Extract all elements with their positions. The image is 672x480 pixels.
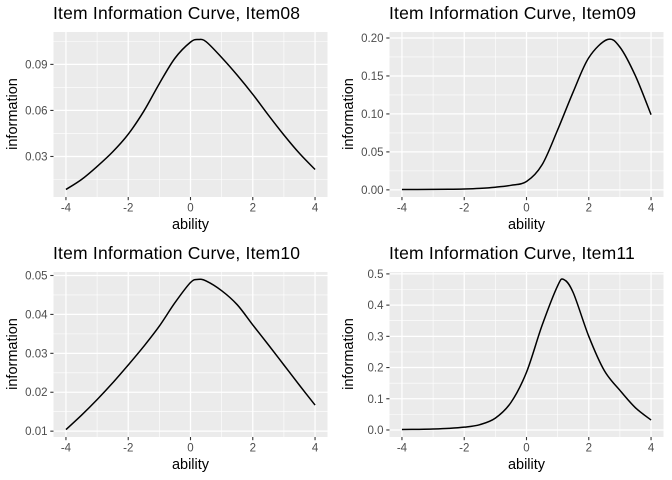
x-tick-label: -2 [459,443,469,455]
y-tick-label: 0.1 [368,394,384,406]
x-tick-label: 2 [586,443,592,455]
x-tick-label: -2 [459,203,469,215]
y-tick-label: 0.0 [368,425,384,437]
x-axis-label: ability [171,457,210,473]
plot-canvas-item10: -4 -2 0 2 4 0.01 0.02 0.03 0.04 0.05 [25,271,328,455]
x-tick-label: 4 [312,443,319,455]
y-tick-label: 0.20 [361,33,383,45]
plot-item09: -4 -2 0 2 4 0.00 0.05 0.10 0.15 0.20 Item Informa… [336,0,672,240]
x-tick-label: -2 [123,443,133,455]
information-curve [401,38,652,191]
x-tick-label: 4 [648,203,655,215]
x-tick-label: 0 [187,443,193,455]
x-tick-label: 2 [250,443,256,455]
x-tick-label: -4 [397,443,408,455]
x-tick-label: 0 [523,443,529,455]
y-tick-label: 0.04 [25,309,48,321]
plot-title-item08: Item Information Curve, Item08 [53,3,301,23]
y-tick-label: 0.06 [25,105,47,117]
y-tick-label: 0.05 [25,271,47,283]
x-tick-label: -4 [61,443,72,455]
information-curve [401,278,652,431]
plot-title-item10: Item Information Curve, Item10 [53,243,301,263]
x-axis-label: ability [171,217,210,233]
x-tick-label: 0 [187,203,193,215]
x-axis-label: ability [507,217,546,233]
x-tick-label: 4 [648,443,655,455]
x-axis-label: ability [507,457,546,473]
y-tick-label: 0.00 [361,185,383,197]
y-tick-label: 0.5 [368,269,384,281]
y-tick-label: 0.03 [25,348,47,360]
x-tick-label: 2 [250,203,256,215]
plot-canvas-item11: -4 -2 0 2 4 0.0 0.1 0.2 0.3 0.4 0.5 [368,269,664,455]
y-tick-label: 0.05 [361,147,383,159]
information-curve [65,278,316,431]
y-tick-label: 0.4 [368,300,385,312]
x-tick-label: -4 [61,203,72,215]
plot-item08: -4 -2 0 2 4 0.03 0.06 0.09 Item Information Cur… [0,0,336,240]
x-tick-label: -4 [397,203,408,215]
plot-canvas-item09: -4 -2 0 2 4 0.00 0.05 0.10 0.15 0.20 [361,32,664,215]
y-axis-label: information [5,318,21,390]
plot-item10: -4 -2 0 2 4 0.01 0.02 0.03 0.04 0.05 Item Informa… [0,240,336,480]
y-tick-label: 0.15 [361,71,383,83]
y-axis-label: information [5,78,21,150]
x-tick-label: 0 [523,203,529,215]
y-axis-label: information [341,318,357,390]
y-tick-label: 0.03 [25,151,47,163]
x-tick-label: -2 [123,203,133,215]
plot-title-item09: Item Information Curve, Item09 [389,3,637,23]
x-tick-label: 2 [586,203,592,215]
y-axis-label: information [341,78,357,150]
x-tick-label: 4 [312,203,319,215]
y-tick-label: 0.3 [368,331,384,343]
information-curve [65,38,316,191]
y-tick-label: 0.2 [368,363,384,375]
plot-canvas-item08: -4 -2 0 2 4 0.03 0.06 0.09 [25,32,328,215]
plot-item11: -4 -2 0 2 4 0.0 0.1 0.2 0.3 0.4 0.5 Item Informati… [336,240,672,480]
y-tick-label: 0.10 [361,109,383,121]
y-tick-label: 0.01 [25,426,47,438]
plot-title-item11: Item Information Curve, Item11 [389,243,635,263]
y-tick-label: 0.09 [25,59,47,71]
y-tick-label: 0.02 [25,387,47,399]
